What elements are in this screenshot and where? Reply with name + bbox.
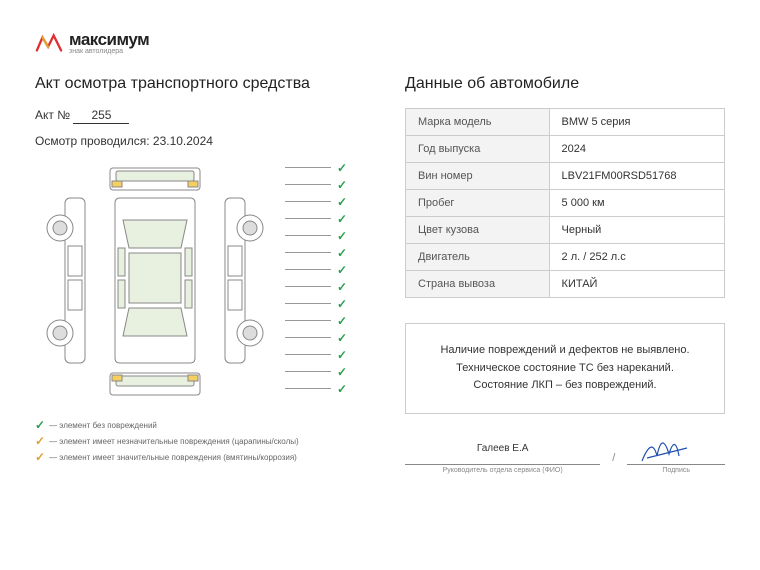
act-no-label: Акт № bbox=[35, 108, 70, 122]
sign-slash: / bbox=[612, 452, 615, 474]
table-value: LBV21FM00RSD51768 bbox=[549, 163, 724, 190]
check-icon: ✓ bbox=[337, 280, 347, 294]
table-value: Черный bbox=[549, 217, 724, 244]
table-label: Страна вывоза bbox=[406, 271, 550, 298]
logo-icon bbox=[35, 31, 63, 55]
check-icon: ✓ bbox=[337, 365, 347, 379]
check-icon: ✓ bbox=[337, 229, 347, 243]
left-title: Акт осмотра транспортного средства bbox=[35, 75, 365, 93]
table-value: 2024 bbox=[549, 136, 724, 163]
logo: максимум знак автолидера bbox=[35, 30, 725, 55]
car-diagram: ✓ ✓ ✓ ✓ ✓ ✓ ✓ ✓ ✓ ✓ ✓ ✓ ✓ ✓ bbox=[35, 158, 365, 408]
table-label: Марка модель bbox=[406, 109, 550, 136]
logo-sub: знак автолидера bbox=[69, 48, 149, 55]
check-icon: ✓ bbox=[337, 331, 347, 345]
sign-signature-field: Подпись bbox=[627, 449, 725, 474]
table-row: Год выпуска2024 bbox=[406, 136, 725, 163]
check-icon: ✓ bbox=[337, 382, 347, 396]
check-row: ✓ bbox=[285, 381, 347, 396]
check-row: ✓ bbox=[285, 160, 347, 175]
check-row: ✓ bbox=[285, 262, 347, 277]
check-icon: ✓ bbox=[337, 212, 347, 226]
legend-minor: ✓ — элемент имеет незначительные поврежд… bbox=[35, 434, 365, 448]
signature-row: Галеев Е.А Руководитель отдела сервиса (… bbox=[405, 449, 725, 474]
check-row: ✓ bbox=[285, 228, 347, 243]
status-line: Наличие повреждений и дефектов не выявле… bbox=[426, 342, 704, 360]
check-icon: ✓ bbox=[337, 348, 347, 362]
signature-icon bbox=[637, 426, 697, 466]
check-icon: ✓ bbox=[337, 263, 347, 277]
right-title: Данные об автомобиле bbox=[405, 75, 725, 93]
table-value: BMW 5 серия bbox=[549, 109, 724, 136]
check-row: ✓ bbox=[285, 296, 347, 311]
check-icon: ✓ bbox=[337, 178, 347, 192]
check-row: ✓ bbox=[285, 347, 347, 362]
table-row: Марка модельBMW 5 серия bbox=[406, 109, 725, 136]
table-row: Страна вывозаКИТАЙ bbox=[406, 271, 725, 298]
check-column: ✓ ✓ ✓ ✓ ✓ ✓ ✓ ✓ ✓ ✓ ✓ ✓ ✓ ✓ bbox=[285, 158, 347, 398]
table-row: Вин номерLBV21FM00RSD51768 bbox=[406, 163, 725, 190]
check-icon: ✓ bbox=[337, 195, 347, 209]
table-label: Год выпуска bbox=[406, 136, 550, 163]
date-label: Осмотр проводился: bbox=[35, 134, 150, 148]
check-icon: ✓ bbox=[35, 434, 45, 448]
check-icon: ✓ bbox=[337, 246, 347, 260]
status-line: Техническое состояние ТС без нареканий. bbox=[426, 360, 704, 378]
table-label: Вин номер bbox=[406, 163, 550, 190]
table-row: Пробег5 000 км bbox=[406, 190, 725, 217]
table-row: Цвет кузоваЧерный bbox=[406, 217, 725, 244]
legend: ✓ — элемент без повреждений ✓ — элемент … bbox=[35, 418, 365, 464]
status-line: Состояние ЛКП – без повреждений. bbox=[426, 377, 704, 395]
check-row: ✓ bbox=[285, 211, 347, 226]
check-row: ✓ bbox=[285, 245, 347, 260]
inspection-date-row: Осмотр проводился: 23.10.2024 bbox=[35, 134, 365, 148]
check-row: ✓ bbox=[285, 364, 347, 379]
check-icon: ✓ bbox=[35, 418, 45, 432]
logo-name: максимум bbox=[69, 30, 149, 50]
check-row: ✓ bbox=[285, 194, 347, 209]
table-label: Пробег bbox=[406, 190, 550, 217]
check-icon: ✓ bbox=[337, 314, 347, 328]
check-row: ✓ bbox=[285, 279, 347, 294]
table-value: КИТАЙ bbox=[549, 271, 724, 298]
table-value: 5 000 км bbox=[549, 190, 724, 217]
status-box: Наличие повреждений и дефектов не выявле… bbox=[405, 323, 725, 414]
sign-name-field: Галеев Е.А Руководитель отдела сервиса (… bbox=[405, 449, 600, 474]
check-icon: ✓ bbox=[337, 297, 347, 311]
table-label: Цвет кузова bbox=[406, 217, 550, 244]
check-icon: ✓ bbox=[35, 450, 45, 464]
table-value: 2 л. / 252 л.с bbox=[549, 244, 724, 271]
table-row: Двигатель2 л. / 252 л.с bbox=[406, 244, 725, 271]
act-no: 255 bbox=[73, 108, 129, 124]
legend-major: ✓ — элемент имеет значительные поврежден… bbox=[35, 450, 365, 464]
vehicle-data-table: Марка модельBMW 5 серияГод выпуска2024Ви… bbox=[405, 108, 725, 298]
legend-ok: ✓ — элемент без повреждений bbox=[35, 418, 365, 432]
check-row: ✓ bbox=[285, 177, 347, 192]
act-no-row: Акт № 255 bbox=[35, 108, 365, 124]
check-row: ✓ bbox=[285, 313, 347, 328]
date-value: 23.10.2024 bbox=[153, 134, 213, 148]
check-row: ✓ bbox=[285, 330, 347, 345]
check-icon: ✓ bbox=[337, 161, 347, 175]
table-label: Двигатель bbox=[406, 244, 550, 271]
